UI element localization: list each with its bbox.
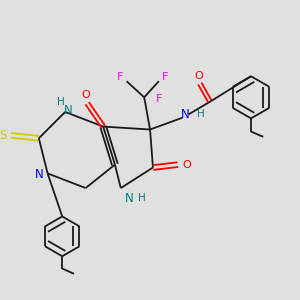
Text: N: N: [182, 108, 190, 121]
Text: H: H: [197, 109, 205, 119]
Text: O: O: [182, 160, 191, 170]
Text: H: H: [57, 97, 65, 107]
Text: N: N: [64, 104, 73, 117]
Text: O: O: [194, 71, 203, 81]
Text: S: S: [0, 129, 7, 142]
Text: F: F: [156, 94, 162, 104]
Text: F: F: [161, 72, 168, 82]
Text: H: H: [138, 193, 146, 203]
Text: F: F: [117, 72, 123, 82]
Text: O: O: [81, 90, 90, 100]
Text: N: N: [35, 168, 44, 182]
Text: N: N: [125, 192, 134, 205]
